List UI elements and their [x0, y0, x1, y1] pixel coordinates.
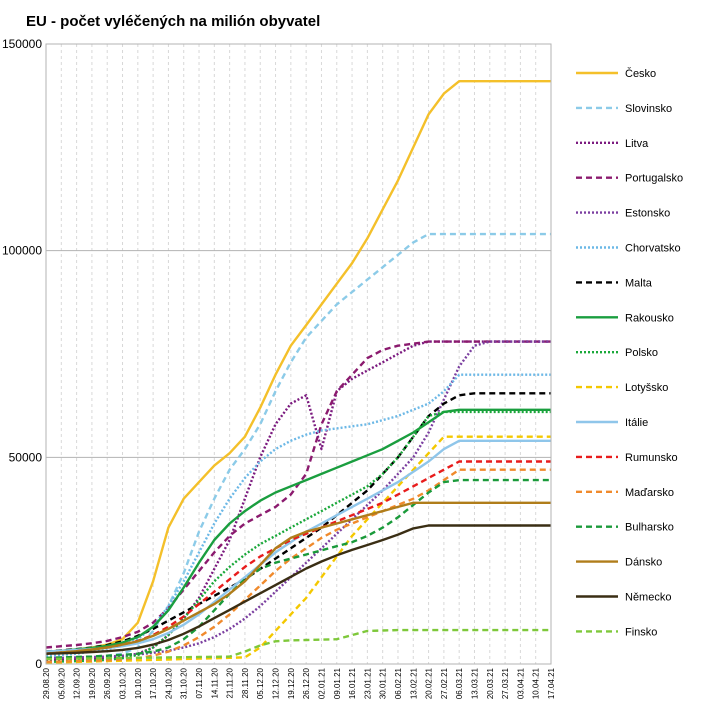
x-tick-label: 16.01.21 — [348, 667, 357, 699]
series-line — [45, 478, 551, 659]
x-tick-label: 21.11.20 — [226, 667, 235, 698]
legend-label: Rumunsko — [625, 452, 678, 464]
legend-label: Slovinsko — [625, 103, 672, 115]
x-tick-label: 19.12.20 — [287, 667, 296, 699]
x-tick-label: 28.11.20 — [241, 667, 250, 698]
series-line — [45, 439, 551, 653]
legend-label: Polsko — [625, 347, 658, 359]
legend-label: Chorvatsko — [625, 243, 681, 255]
legend-label: Maďarsko — [625, 487, 674, 499]
series-line — [45, 408, 551, 653]
series-line — [45, 435, 551, 664]
x-tick-label: 27.02.21 — [440, 667, 449, 699]
series-line — [45, 468, 551, 664]
y-tick-label: 0 — [35, 657, 42, 671]
legend-label: Německo — [625, 592, 671, 604]
legend-label: Itálie — [625, 417, 648, 429]
y-tick-label: 150000 — [2, 37, 42, 51]
legend-label: Lotyšsko — [625, 382, 668, 394]
grid-layer — [45, 43, 552, 664]
series-line — [45, 392, 551, 653]
legend-label: Malta — [625, 277, 653, 289]
x-tick-label: 10.10.20 — [134, 667, 143, 699]
x-tick-label: 07.11.20 — [195, 667, 204, 698]
series-line — [45, 410, 551, 664]
series-line — [45, 232, 551, 659]
series-line — [45, 340, 551, 649]
legend-label: Portugalsko — [625, 173, 683, 185]
series-line — [45, 501, 551, 655]
x-tick-label: 09.01.21 — [333, 667, 342, 699]
series-line — [45, 79, 551, 653]
series-line — [45, 524, 551, 655]
x-tick-label: 12.09.20 — [73, 667, 82, 699]
x-tick-label: 29.08.20 — [42, 667, 51, 699]
legend-label: Estonsko — [625, 208, 670, 220]
x-tick-label: 02.01.21 — [317, 667, 326, 699]
x-tick-label: 13.03.21 — [470, 667, 479, 699]
legend-label: Bulharsko — [625, 522, 674, 534]
legend-label: Finsko — [625, 626, 657, 638]
legend-label: Česko — [625, 67, 656, 80]
axis-layer: 0 50000 100000 150000 29.08.20 05.09.20 12.09.… — [2, 37, 556, 699]
series-layer — [45, 79, 551, 664]
x-tick-label: 17.10.20 — [149, 667, 158, 699]
x-tick-label: 03.10.20 — [119, 667, 128, 699]
x-tick-label: 17.04.21 — [547, 667, 556, 699]
series-line — [45, 628, 551, 661]
legend-label: Rakousko — [625, 312, 674, 324]
x-tick-label: 05.12.20 — [256, 667, 265, 699]
x-tick-label: 27.03.21 — [501, 667, 510, 699]
x-tick-label: 06.03.21 — [455, 667, 464, 699]
x-tick-label: 30.01.21 — [379, 667, 388, 699]
x-tick-label: 23.01.21 — [363, 667, 372, 699]
y-tick-label: 50000 — [9, 450, 43, 464]
x-tick-label: 20.02.21 — [425, 667, 434, 699]
x-tick-label: 31.10.20 — [180, 667, 189, 699]
x-tick-label: 14.11.20 — [210, 667, 219, 698]
legend-label: Litva — [625, 138, 649, 150]
x-tick-label: 13.02.21 — [409, 667, 418, 699]
legend: Česko Slovinsko Litva Portugalsko Estonsko Ch… — [576, 67, 683, 638]
y-tick-label: 100000 — [2, 244, 42, 258]
x-tick-label: 03.04.21 — [516, 667, 525, 699]
series-line — [45, 373, 551, 657]
x-tick-label: 05.09.20 — [57, 667, 66, 699]
x-tick-label: 12.12.20 — [272, 667, 281, 699]
x-tick-label: 19.09.20 — [88, 667, 97, 699]
series-line — [45, 340, 551, 662]
series-line — [46, 340, 551, 659]
x-tick-label: 24.10.20 — [164, 667, 173, 699]
x-tick-label: 20.03.21 — [486, 667, 495, 699]
legend-label: Dánsko — [625, 557, 662, 569]
x-tick-label: 06.02.21 — [394, 667, 403, 699]
plot-frame — [45, 43, 552, 665]
x-tick-label: 10.04.21 — [532, 667, 541, 699]
chart-title: EU - počet vyléčených na milión obyvatel — [26, 13, 321, 30]
x-tick-label: 26.12.20 — [302, 667, 311, 699]
x-tick-label: 26.09.20 — [103, 667, 112, 699]
